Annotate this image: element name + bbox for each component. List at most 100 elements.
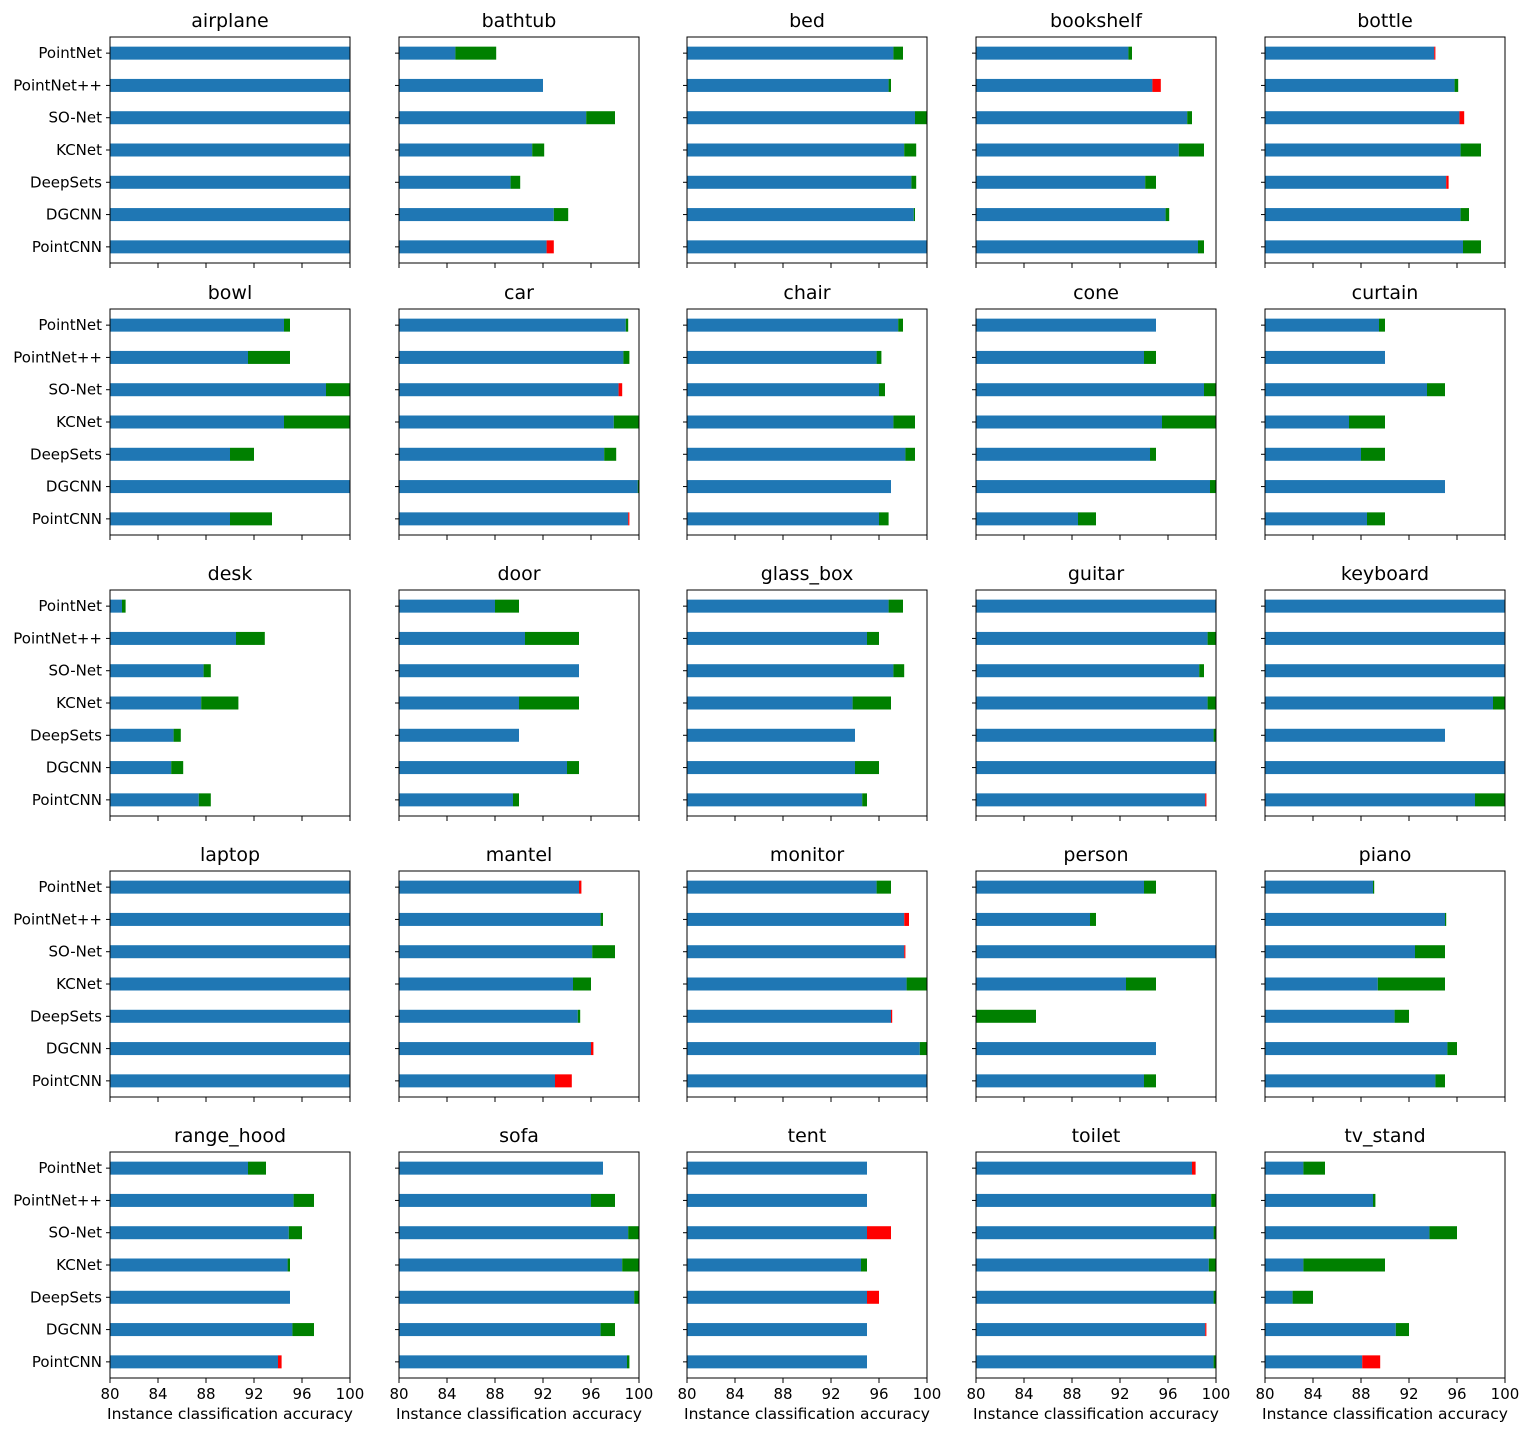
bar-base-DeepSets [399,175,511,189]
panel-bed: bed [683,10,928,268]
bar-base-KCNet [1265,415,1349,429]
bar-loss-SO-Net [1459,111,1465,125]
bar-base-DeepSets [399,1290,635,1304]
bar-gain-KCNet [904,143,917,157]
y-tick-label: KCNet [56,1256,102,1274]
bar-base-DeepSets [976,728,1214,742]
bar-base-PointNet++ [687,912,905,926]
bar-gain-PointNet [122,599,126,613]
panel-mantel: mantel [395,844,640,1102]
y-tick-label: DGCNN [46,1321,102,1339]
x-tick-label: 88 [1351,1385,1370,1403]
x-tick-label: 80 [100,1385,119,1403]
bar-gain-KCNet [1208,1258,1216,1272]
bar-base-PointCNN [399,512,629,526]
bar-base-DGCNN [687,480,891,494]
y-tick-label: DGCNN [46,759,102,777]
bar-gain-PointNet++ [623,350,630,364]
bar-loss-DGCNN [1205,1323,1207,1337]
bar-base-PointCNN [110,512,230,526]
bar-base-DGCNN [976,480,1210,494]
bar-base-PointNet++ [110,912,350,926]
axes-frame [975,1151,1217,1379]
y-tick-label: DeepSets [30,726,102,744]
panel-tent: tent 80 84 88 92 96 100 Instance classification… [677,1125,941,1423]
bar-base-DeepSets [110,175,350,189]
panel-guitar: guitar [972,563,1217,821]
bar-base-PointNet [1265,1161,1304,1175]
bar-gain-PointNet [248,1161,266,1175]
x-axis-label: Instance classification accuracy [684,1405,930,1423]
bar-gain-DGCNN [919,1042,927,1056]
bar-gain-KCNet [1126,977,1156,991]
bar-base-PointNet++ [399,912,601,926]
bar-base-PointCNN [110,1355,278,1369]
bar-base-DeepSets [687,1009,891,1023]
bar-base-DGCNN [110,1042,350,1056]
bar-base-SO-Net [1265,383,1427,397]
bar-gain-KCNet [532,143,545,157]
y-tick-label: PointCNN [32,1353,102,1371]
x-tick-label: 100 [625,1385,654,1403]
bar-base-PointCNN [1265,793,1475,807]
bar-base-SO-Net [110,383,326,397]
bar-base-DGCNN [976,761,1216,775]
bar-gain-DGCNN [637,480,639,494]
bar-base-DeepSets [687,175,912,189]
axes-frame [1264,308,1506,536]
bar-base-PointCNN [399,1074,555,1088]
bar-gain-PointNet++ [867,631,879,645]
panel-tv_stand: tv_stand 80 84 88 92 96 100 Instance classifica… [1255,1125,1519,1423]
bar-base-DGCNN [976,1323,1206,1337]
bar-gain-KCNet [287,1258,290,1272]
bar-gain-PointNet [888,599,903,613]
bar-base-KCNet [976,696,1208,710]
y-tick-label: PointNet [38,1159,102,1177]
x-tick-label: 80 [966,1385,985,1403]
bar-base-DGCNN [687,1042,920,1056]
bar-loss-PointCNN [278,1355,282,1369]
bar-gain-SO-Net [1213,1226,1216,1240]
panel-bottle: bottle [1261,10,1506,268]
bar-gain-DeepSets [604,447,617,461]
axes-frame [1264,36,1506,264]
bar-gain-SO-Net [1427,383,1445,397]
y-tick-label: SO-Net [49,662,103,680]
x-tick-label: 88 [773,1385,792,1403]
panel-title: keyboard [1341,563,1429,585]
bar-gain-PointNet++ [1090,912,1096,926]
bar-base-PointNet [110,1161,248,1175]
bar-loss-DeepSets [891,1009,893,1023]
bar-base-SO-Net [687,383,879,397]
bar-gain-DGCNN [600,1323,615,1337]
y-tick-label: SO-Net [49,109,103,127]
bar-gain-SO-Net [879,383,885,397]
bar-base-PointNet++ [1265,350,1385,364]
bar-base-KCNet [976,1258,1209,1272]
bar-base-PointNet [687,1161,867,1175]
bar-gain-PointNet [1303,1161,1325,1175]
bar-gain-DGCNN [292,1323,314,1337]
bar-base-DeepSets [1265,1009,1395,1023]
y-tick-label: DeepSets [30,445,102,463]
bar-base-PointCNN [1265,240,1463,254]
bar-base-PointCNN [687,512,879,526]
bar-base-PointNet++ [976,912,1090,926]
bar-base-DeepSets [110,1009,350,1023]
y-tick-label: PointNet++ [13,76,102,94]
bar-gain-SO-Net [592,945,615,959]
bar-base-DeepSets [976,447,1150,461]
bar-gain-PointNet++ [525,631,579,645]
bar-gain-DGCNN [1460,208,1469,222]
bar-base-DGCNN [1265,1323,1396,1337]
bar-base-SO-Net [110,664,204,678]
y-tick-label: DGCNN [46,206,102,224]
bar-base-PointCNN [976,512,1078,526]
panel-title: guitar [1068,563,1124,585]
bar-base-PointNet [976,1161,1192,1175]
bar-base-PointNet [687,599,889,613]
bar-gain-DGCNN [553,208,569,222]
bar-gain-DGCNN [1210,480,1216,494]
bar-base-DGCNN [976,1042,1156,1056]
bar-base-DeepSets [399,728,519,742]
